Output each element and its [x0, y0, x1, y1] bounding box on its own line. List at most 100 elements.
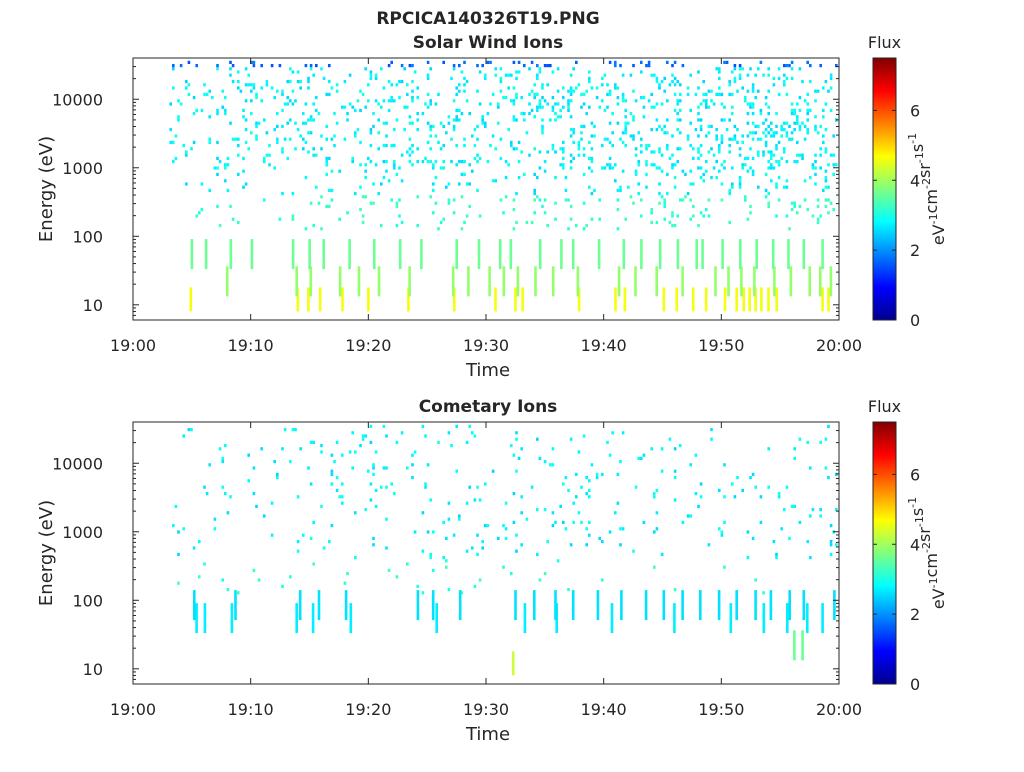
heatmap-cell	[562, 156, 565, 160]
heatmap-cell	[465, 99, 469, 103]
heatmap-cell	[486, 112, 490, 116]
heatmap-cell	[369, 70, 373, 74]
heatmap-cell	[187, 83, 191, 87]
heatmap-cell	[611, 131, 614, 135]
heatmap-cell	[728, 80, 731, 84]
heatmap-cell	[377, 147, 380, 151]
heatmap-cell	[738, 185, 742, 189]
heatmap-cell	[437, 140, 440, 144]
heatmap-cell	[200, 108, 204, 112]
heatmap-cell	[569, 115, 573, 119]
heatmap-band-cell	[516, 266, 520, 297]
heatmap-cell	[322, 546, 326, 550]
heatmap-cell	[621, 92, 625, 96]
heatmap-cell	[541, 83, 544, 87]
heatmap-cell	[309, 440, 313, 444]
heatmap-band-cell	[723, 287, 727, 312]
heatmap-band-cell	[357, 266, 361, 297]
heatmap-cell	[554, 112, 557, 116]
heatmap-band-cell	[234, 590, 237, 621]
heatmap-cell	[387, 64, 391, 68]
heatmap-band-cell	[701, 239, 704, 270]
heatmap-band-cell	[729, 603, 733, 634]
heatmap-band-cell	[617, 266, 621, 297]
heatmap-cell	[536, 108, 539, 112]
heatmap-cell	[699, 144, 703, 148]
heatmap-cell	[281, 584, 284, 588]
heatmap-cell	[528, 153, 531, 157]
heatmap-cell	[237, 153, 240, 157]
heatmap-cell	[242, 169, 245, 173]
heatmap-cell	[569, 128, 573, 132]
heatmap-cells	[169, 60, 838, 312]
heatmap-cell	[590, 147, 594, 151]
heatmap-cell	[335, 488, 339, 492]
heatmap-cell	[824, 150, 828, 154]
heatmap-cell	[754, 485, 757, 489]
heatmap-cell	[226, 163, 230, 167]
heatmap-cell	[676, 147, 679, 151]
heatmap-cell	[543, 572, 547, 576]
heatmap-cell	[569, 543, 573, 547]
heatmap-cell	[468, 204, 471, 208]
heatmap-band-cell	[296, 287, 300, 312]
heatmap-cell	[304, 102, 308, 106]
heatmap-band-cell	[704, 287, 708, 312]
heatmap-cell	[237, 220, 240, 224]
heatmap-band-cell	[802, 590, 806, 621]
heatmap-cell	[406, 83, 409, 87]
heatmap-cell	[619, 64, 622, 68]
heatmap-cell	[289, 99, 292, 103]
heatmap-cell	[390, 96, 393, 100]
heatmap-cell	[814, 89, 817, 93]
heatmap-cell	[257, 578, 261, 582]
heatmap-cell	[374, 450, 378, 454]
heatmap-band-cell	[317, 590, 321, 621]
heatmap-cell	[580, 485, 583, 489]
heatmap-cell	[525, 131, 529, 135]
heatmap-cell	[723, 105, 726, 109]
heatmap-cell	[312, 440, 315, 444]
heatmap-cell	[476, 64, 479, 68]
heatmap-cell	[619, 185, 622, 189]
heatmap-cell	[242, 156, 245, 160]
heatmap-cell	[757, 150, 760, 154]
heatmap-cell	[582, 153, 586, 157]
heatmap-cell	[738, 153, 742, 157]
heatmap-cell	[744, 198, 747, 202]
heatmap-cell	[788, 227, 791, 231]
heatmap-cell	[429, 102, 432, 106]
heatmap-cell	[515, 118, 518, 122]
heatmap-cell	[426, 105, 430, 109]
x-tick-label: 19:20	[345, 336, 391, 355]
heatmap-cell	[172, 86, 175, 90]
heatmap-cell	[484, 124, 487, 128]
heatmap-cell	[289, 80, 292, 84]
heatmap-cell	[333, 134, 336, 138]
heatmap-cell	[686, 514, 690, 518]
heatmap-cell	[426, 92, 430, 96]
heatmap-cell	[645, 163, 648, 167]
heatmap-cell	[307, 150, 310, 154]
heatmap-cell	[403, 128, 406, 132]
heatmap-cell	[738, 73, 742, 77]
heatmap-cell	[569, 99, 573, 103]
heatmap-cell	[416, 584, 419, 588]
heatmap-cell	[640, 198, 643, 202]
heatmap-band-cell	[533, 590, 536, 621]
heatmap-cell	[218, 160, 222, 164]
heatmap-cell	[218, 447, 222, 451]
heatmap-cell	[486, 160, 490, 164]
heatmap-cell	[673, 476, 677, 480]
heatmap-cell	[502, 565, 505, 569]
heatmap-cell	[268, 163, 271, 167]
heatmap-cell	[720, 198, 724, 202]
heatmap-cell	[650, 208, 653, 212]
heatmap-cell	[541, 204, 544, 208]
heatmap-cell	[798, 108, 802, 112]
heatmap-cell	[590, 169, 594, 173]
heatmap-cell	[567, 99, 570, 103]
heatmap-cell	[655, 118, 659, 122]
heatmap-cell	[473, 498, 477, 502]
heatmap-cell	[816, 217, 820, 221]
